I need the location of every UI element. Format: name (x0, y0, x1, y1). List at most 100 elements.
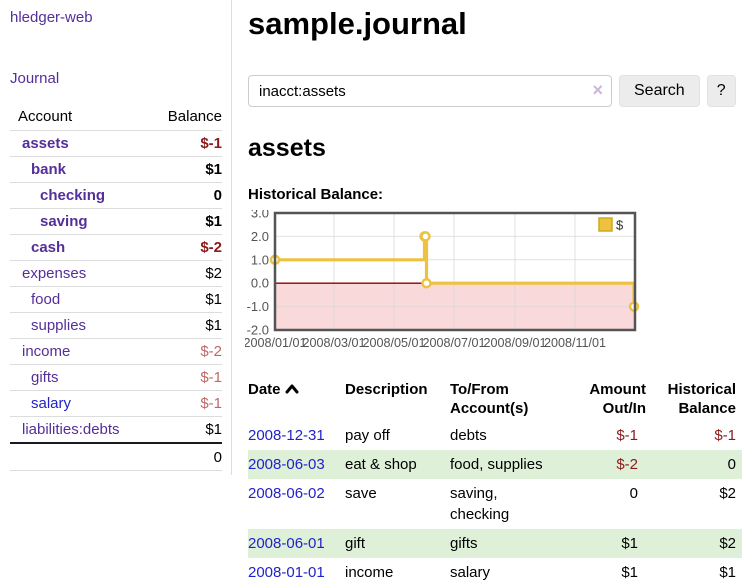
account-link[interactable]: cash (31, 239, 66, 256)
account-balance: $1 (116, 312, 222, 339)
account-link[interactable]: income (22, 343, 71, 360)
account-balance: $1 (116, 286, 222, 313)
account-link[interactable]: bank (31, 161, 67, 178)
sort-ascending-icon (285, 380, 299, 399)
account-heading: assets (248, 134, 326, 162)
transaction-accounts: debts (450, 427, 487, 444)
account-row: salary $-1 (10, 390, 222, 417)
account-balance: $-2 (116, 338, 222, 365)
transaction-balance: $2 (719, 485, 736, 502)
chart-canvas: $3.0 2.0 1.0 0.0 -1.0 -2.02008/01/012008/03/0… (243, 206, 640, 350)
balance-column-header-register: Historical Balance (667, 381, 736, 417)
transaction-amount: 0 (629, 485, 638, 502)
account-link[interactable]: supplies (31, 317, 87, 334)
transaction-date-link[interactable]: 2008-06-03 (248, 456, 325, 473)
account-row: income $-2 (10, 338, 222, 365)
accounts-column-header: To/From Account(s) (450, 381, 529, 417)
svg-text:0.0: 0.0 (251, 276, 269, 291)
svg-text:2008/09/01: 2008/09/01 (483, 336, 546, 350)
account-column-header: Account (10, 104, 116, 131)
account-balance: $-1 (116, 364, 222, 391)
account-row: food $1 (10, 286, 222, 313)
transaction-balance: $-1 (714, 427, 736, 444)
sidebar-item-journal[interactable]: Journal (10, 70, 60, 87)
transaction-amount: $-2 (616, 456, 638, 473)
help-button[interactable]: ? (706, 75, 736, 107)
account-link[interactable]: saving (40, 213, 88, 230)
svg-text:2008/03/01: 2008/03/01 (303, 336, 366, 350)
account-row: supplies $1 (10, 312, 222, 339)
transaction-date-link[interactable]: 2008-12-31 (248, 427, 325, 444)
register-header-row: Date Description To/From Account(s) Amou… (248, 377, 742, 421)
account-link[interactable]: checking (40, 187, 106, 204)
brand-link[interactable]: hledger-web (10, 9, 93, 26)
register-table: Date Description To/From Account(s) Amou… (248, 377, 742, 582)
transaction-date-link[interactable]: 2008-06-02 (248, 485, 325, 502)
transaction-row: 2008-06-02 save saving, checking 0 $2 (248, 479, 742, 529)
amount-column-header: Amount Out/In (589, 381, 646, 417)
account-balance: $-2 (116, 234, 222, 261)
svg-text:3.0: 3.0 (251, 210, 269, 221)
transaction-balance: 0 (727, 456, 736, 473)
transaction-row: 2008-12-31 pay off debts $-1 $-1 (248, 421, 742, 450)
account-row: checking 0 (10, 182, 222, 209)
balance-column-header: Balance (116, 104, 222, 131)
transaction-description: eat & shop (345, 456, 417, 473)
account-row: expenses $2 (10, 260, 222, 287)
svg-text:2008/05/01: 2008/05/01 (363, 336, 426, 350)
account-link[interactable]: salary (31, 395, 72, 412)
transaction-description: income (345, 564, 394, 581)
account-link[interactable]: expenses (22, 265, 87, 282)
svg-text:-2.0: -2.0 (247, 323, 269, 338)
account-balance: 0 (116, 182, 222, 209)
account-link[interactable]: gifts (31, 369, 59, 386)
sidebar: hledger-web Journal Account Balance asse… (0, 0, 232, 475)
transaction-description: pay off (345, 427, 390, 444)
transaction-amount: $1 (621, 564, 638, 581)
account-balance: $1 (205, 421, 222, 438)
clear-search-icon[interactable]: × (592, 80, 603, 100)
svg-text:-1.0: -1.0 (247, 299, 269, 314)
main-content: sample.journal × Search ? assets Histori… (232, 0, 742, 582)
search-form: × Search ? (248, 75, 742, 107)
accounts-table: Account Balance assets $-1 ban (10, 104, 222, 471)
svg-text:2008/11/01: 2008/11/01 (544, 336, 606, 350)
search-input[interactable] (248, 75, 612, 107)
account-link[interactable]: liabilities:debts (22, 421, 120, 438)
account-balance: $1 (116, 208, 222, 235)
account-row: cash $-2 (10, 234, 222, 261)
transaction-row: 2008-01-01 income salary $1 $1 (248, 558, 742, 582)
account-balance: $-1 (116, 130, 222, 157)
accounts-total-value: 0 (116, 442, 222, 471)
svg-text:$: $ (616, 218, 624, 233)
chart-title: Historical Balance: (248, 186, 384, 203)
account-row: gifts $-1 (10, 364, 222, 391)
transaction-balance: $1 (719, 564, 736, 581)
transaction-row: 2008-06-03 eat & shop food, supplies $-2… (248, 450, 742, 479)
transaction-description: save (345, 485, 377, 502)
account-link[interactable]: food (31, 291, 61, 308)
account-balance: $1 (116, 156, 222, 183)
search-button[interactable]: Search (619, 75, 700, 107)
account-balance: $-1 (116, 390, 222, 417)
transaction-accounts: food, supplies (450, 456, 543, 473)
date-column-header[interactable]: Date (248, 377, 345, 421)
account-row: liabilities:debts $1 (10, 417, 222, 444)
account-link[interactable]: assets (22, 135, 69, 152)
transaction-description: gift (345, 535, 366, 552)
transaction-accounts: saving, checking (450, 485, 510, 523)
transaction-date-link[interactable]: 2008-06-01 (248, 535, 325, 552)
transaction-accounts: salary (450, 564, 491, 581)
svg-text:2008/01/01: 2008/01/01 (245, 336, 307, 350)
account-row: bank $1 (10, 156, 222, 183)
page-title: sample.journal (248, 6, 467, 41)
accounts-total-row: 0 (10, 442, 222, 471)
transaction-accounts: gifts (450, 535, 478, 552)
transaction-date-link[interactable]: 2008-01-01 (248, 564, 325, 581)
historical-balance-chart: $3.0 2.0 1.0 0.0 -1.0 -2.0 2008/01/01 2008/03/0… (243, 206, 742, 360)
transaction-balance: $2 (719, 535, 736, 552)
svg-text:1.0: 1.0 (251, 252, 269, 267)
transaction-amount: $-1 (616, 427, 638, 444)
account-row: saving $1 (10, 208, 222, 235)
